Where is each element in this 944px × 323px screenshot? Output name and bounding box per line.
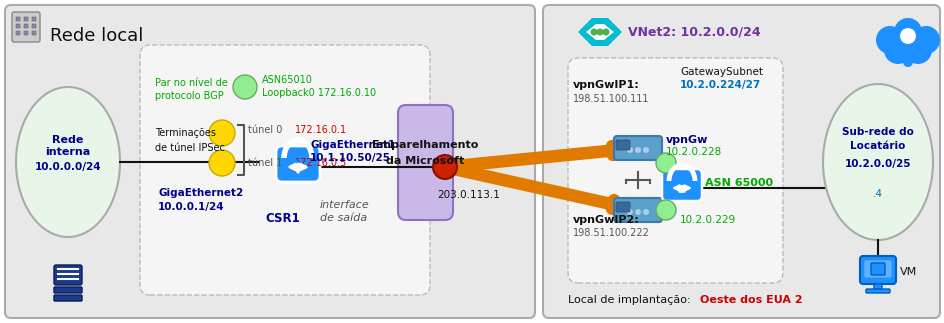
Text: ASN65010: ASN65010 — [261, 75, 312, 85]
Circle shape — [642, 147, 649, 153]
FancyBboxPatch shape — [567, 58, 783, 283]
FancyBboxPatch shape — [615, 202, 630, 212]
Text: GigaEthernet2: GigaEthernet2 — [158, 188, 243, 198]
FancyBboxPatch shape — [873, 284, 881, 289]
Text: protocolo BGP: protocolo BGP — [155, 91, 224, 101]
FancyBboxPatch shape — [863, 260, 891, 278]
Text: Par no nível de: Par no nível de — [155, 78, 228, 88]
Circle shape — [209, 150, 235, 176]
Text: Rede local: Rede local — [50, 27, 143, 45]
FancyBboxPatch shape — [397, 105, 452, 220]
Text: 10.1.10.50/25: 10.1.10.50/25 — [310, 153, 391, 163]
Text: .4: .4 — [872, 189, 882, 199]
FancyBboxPatch shape — [859, 256, 895, 284]
Text: 10.2.0.229: 10.2.0.229 — [680, 215, 735, 225]
Text: 10.2.0.228: 10.2.0.228 — [666, 147, 721, 157]
Text: GigaEthernet1: GigaEthernet1 — [310, 140, 395, 150]
Text: CSR1: CSR1 — [264, 212, 299, 224]
Text: 10.0.0.0/24: 10.0.0.0/24 — [35, 162, 101, 172]
Ellipse shape — [822, 84, 932, 240]
FancyBboxPatch shape — [54, 295, 82, 301]
Text: Emparelhamento: Emparelhamento — [371, 140, 478, 150]
Circle shape — [903, 36, 931, 64]
Text: vpnGwIP1:: vpnGwIP1: — [572, 80, 639, 90]
FancyBboxPatch shape — [16, 17, 20, 21]
FancyBboxPatch shape — [615, 140, 630, 150]
Text: Locatário: Locatário — [850, 141, 904, 151]
Text: Terminações: Terminações — [155, 128, 216, 138]
FancyBboxPatch shape — [543, 5, 939, 318]
Text: Oeste dos EUA 2: Oeste dos EUA 2 — [700, 295, 801, 305]
FancyBboxPatch shape — [32, 24, 36, 28]
FancyBboxPatch shape — [12, 12, 40, 42]
Circle shape — [642, 209, 649, 215]
Circle shape — [655, 153, 675, 173]
Ellipse shape — [16, 87, 120, 237]
Text: VNet2: 10.2.0.0/24: VNet2: 10.2.0.0/24 — [628, 26, 760, 38]
Text: Local de implantação:: Local de implantação: — [567, 295, 690, 305]
Text: 10.2.0.224/27: 10.2.0.224/27 — [680, 80, 761, 90]
Circle shape — [911, 26, 939, 54]
FancyBboxPatch shape — [54, 265, 82, 285]
Text: da Microsoft: da Microsoft — [385, 156, 464, 166]
Text: túnel 0: túnel 0 — [247, 125, 282, 135]
Text: de saída: de saída — [320, 213, 367, 223]
FancyBboxPatch shape — [662, 169, 701, 201]
Circle shape — [875, 26, 903, 54]
FancyBboxPatch shape — [54, 287, 82, 293]
FancyBboxPatch shape — [24, 17, 28, 21]
Circle shape — [432, 155, 457, 179]
FancyBboxPatch shape — [24, 31, 28, 35]
FancyBboxPatch shape — [614, 198, 662, 222]
Text: 10.2.0.0/25: 10.2.0.0/25 — [844, 159, 910, 169]
Text: GatewaySubnet: GatewaySubnet — [680, 67, 762, 77]
Circle shape — [233, 75, 257, 99]
Circle shape — [209, 120, 235, 146]
Text: 203.0.113.1: 203.0.113.1 — [436, 190, 499, 200]
Text: vpnGw: vpnGw — [666, 135, 708, 145]
Circle shape — [899, 28, 915, 44]
Circle shape — [602, 28, 609, 36]
Circle shape — [626, 147, 632, 153]
Text: Loopback0 172.16.0.10: Loopback0 172.16.0.10 — [261, 88, 376, 98]
FancyBboxPatch shape — [276, 146, 320, 182]
Circle shape — [655, 200, 675, 220]
Circle shape — [893, 18, 921, 46]
Text: interna: interna — [45, 147, 91, 157]
Circle shape — [590, 28, 597, 36]
Text: 172.16.0.5: 172.16.0.5 — [295, 158, 346, 168]
Text: vpnGwIP2:: vpnGwIP2: — [572, 215, 639, 225]
FancyBboxPatch shape — [24, 24, 28, 28]
Circle shape — [634, 209, 640, 215]
FancyBboxPatch shape — [5, 5, 534, 318]
Text: ASN 65000: ASN 65000 — [704, 178, 772, 188]
Circle shape — [596, 28, 603, 36]
FancyBboxPatch shape — [16, 24, 20, 28]
Text: VM: VM — [899, 267, 917, 277]
Text: de túnel IPSec: de túnel IPSec — [155, 143, 225, 153]
Text: Sub-rede do: Sub-rede do — [841, 127, 913, 137]
Text: túnel 1: túnel 1 — [247, 158, 282, 168]
FancyBboxPatch shape — [865, 289, 889, 293]
FancyBboxPatch shape — [16, 31, 20, 35]
Circle shape — [626, 209, 632, 215]
FancyBboxPatch shape — [32, 31, 36, 35]
Polygon shape — [578, 18, 621, 46]
Text: interface: interface — [320, 200, 369, 210]
FancyBboxPatch shape — [614, 136, 662, 160]
Text: 198.51.100.111: 198.51.100.111 — [572, 94, 649, 104]
Circle shape — [902, 57, 912, 67]
FancyBboxPatch shape — [870, 263, 885, 275]
Text: 198.51.100.222: 198.51.100.222 — [572, 228, 649, 238]
Text: Rede: Rede — [52, 135, 84, 145]
FancyBboxPatch shape — [140, 45, 430, 295]
Polygon shape — [585, 24, 614, 40]
Circle shape — [634, 147, 640, 153]
Text: 172.16.0.1: 172.16.0.1 — [295, 125, 346, 135]
Circle shape — [883, 36, 911, 64]
Text: 10.0.0.1/24: 10.0.0.1/24 — [158, 202, 225, 212]
FancyBboxPatch shape — [32, 17, 36, 21]
